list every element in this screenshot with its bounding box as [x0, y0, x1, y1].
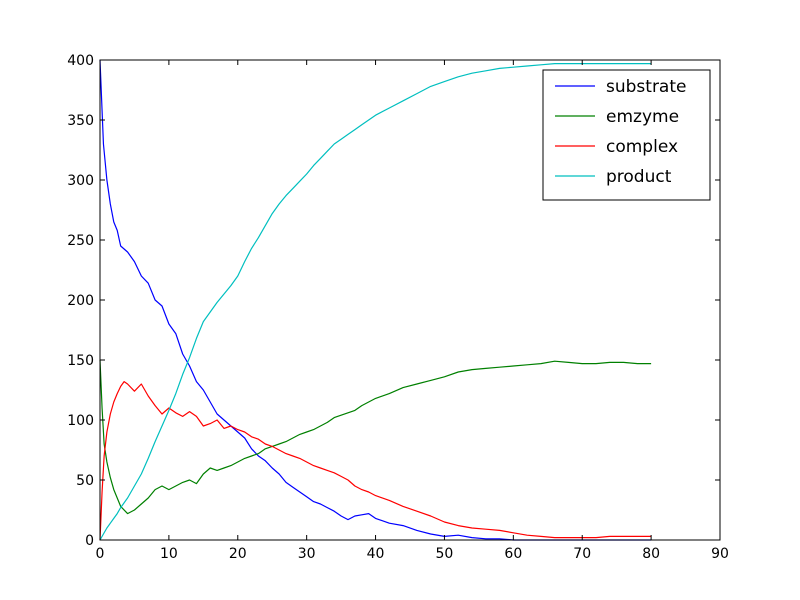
- y-tick-label: 150: [67, 353, 94, 369]
- legend-box: [542, 69, 711, 201]
- legend: substrate emzyme complex product: [542, 69, 711, 201]
- y-tick-label: 100: [67, 413, 94, 429]
- axes: 0 10 20 30 40 50 60 70 80 90 0 50 100 150 200 250 300 350…: [67, 53, 729, 562]
- series-line-complex: [99, 381, 652, 541]
- legend-label-emzyme: emzyme: [606, 107, 679, 127]
- x-tick-label: 20: [229, 546, 247, 562]
- legend-label-complex: complex: [606, 137, 678, 157]
- series-line-emzyme: [99, 359, 652, 515]
- y-tick-label: 200: [67, 293, 94, 309]
- y-tick-label: 300: [67, 173, 94, 189]
- legend-label-product: product: [606, 167, 672, 187]
- x-tick-label: 80: [642, 546, 660, 562]
- series-line-product: [99, 62, 652, 541]
- x-tick-label: 60: [504, 546, 522, 562]
- y-tick-label: 400: [67, 53, 94, 69]
- y-tick-label: 250: [67, 233, 94, 249]
- x-tick-label: 40: [367, 546, 385, 562]
- x-tick-label: 0: [96, 546, 105, 562]
- x-tick-label: 30: [298, 546, 316, 562]
- x-tick-label: 10: [160, 546, 178, 562]
- x-tick-label: 90: [711, 546, 729, 562]
- series-lines: [99, 59, 652, 541]
- x-tick-label: 70: [573, 546, 591, 562]
- y-tick-label: 350: [67, 113, 94, 129]
- series-line-substrate: [99, 59, 652, 541]
- y-tick-label: 0: [85, 533, 94, 549]
- x-tick-label: 50: [436, 546, 454, 562]
- legend-label-substrate: substrate: [606, 77, 686, 97]
- y-tick-label: 50: [76, 473, 94, 489]
